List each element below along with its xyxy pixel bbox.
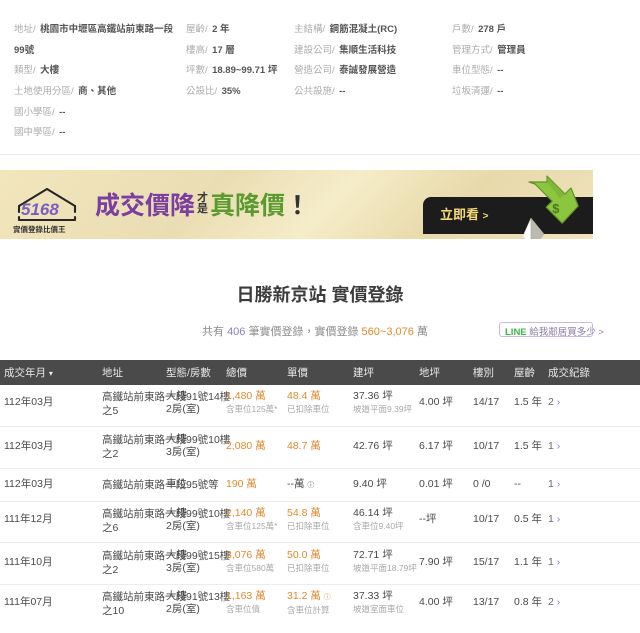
svg-text:$: $ <box>552 201 559 216</box>
svg-text:5168: 5168 <box>21 200 59 219</box>
